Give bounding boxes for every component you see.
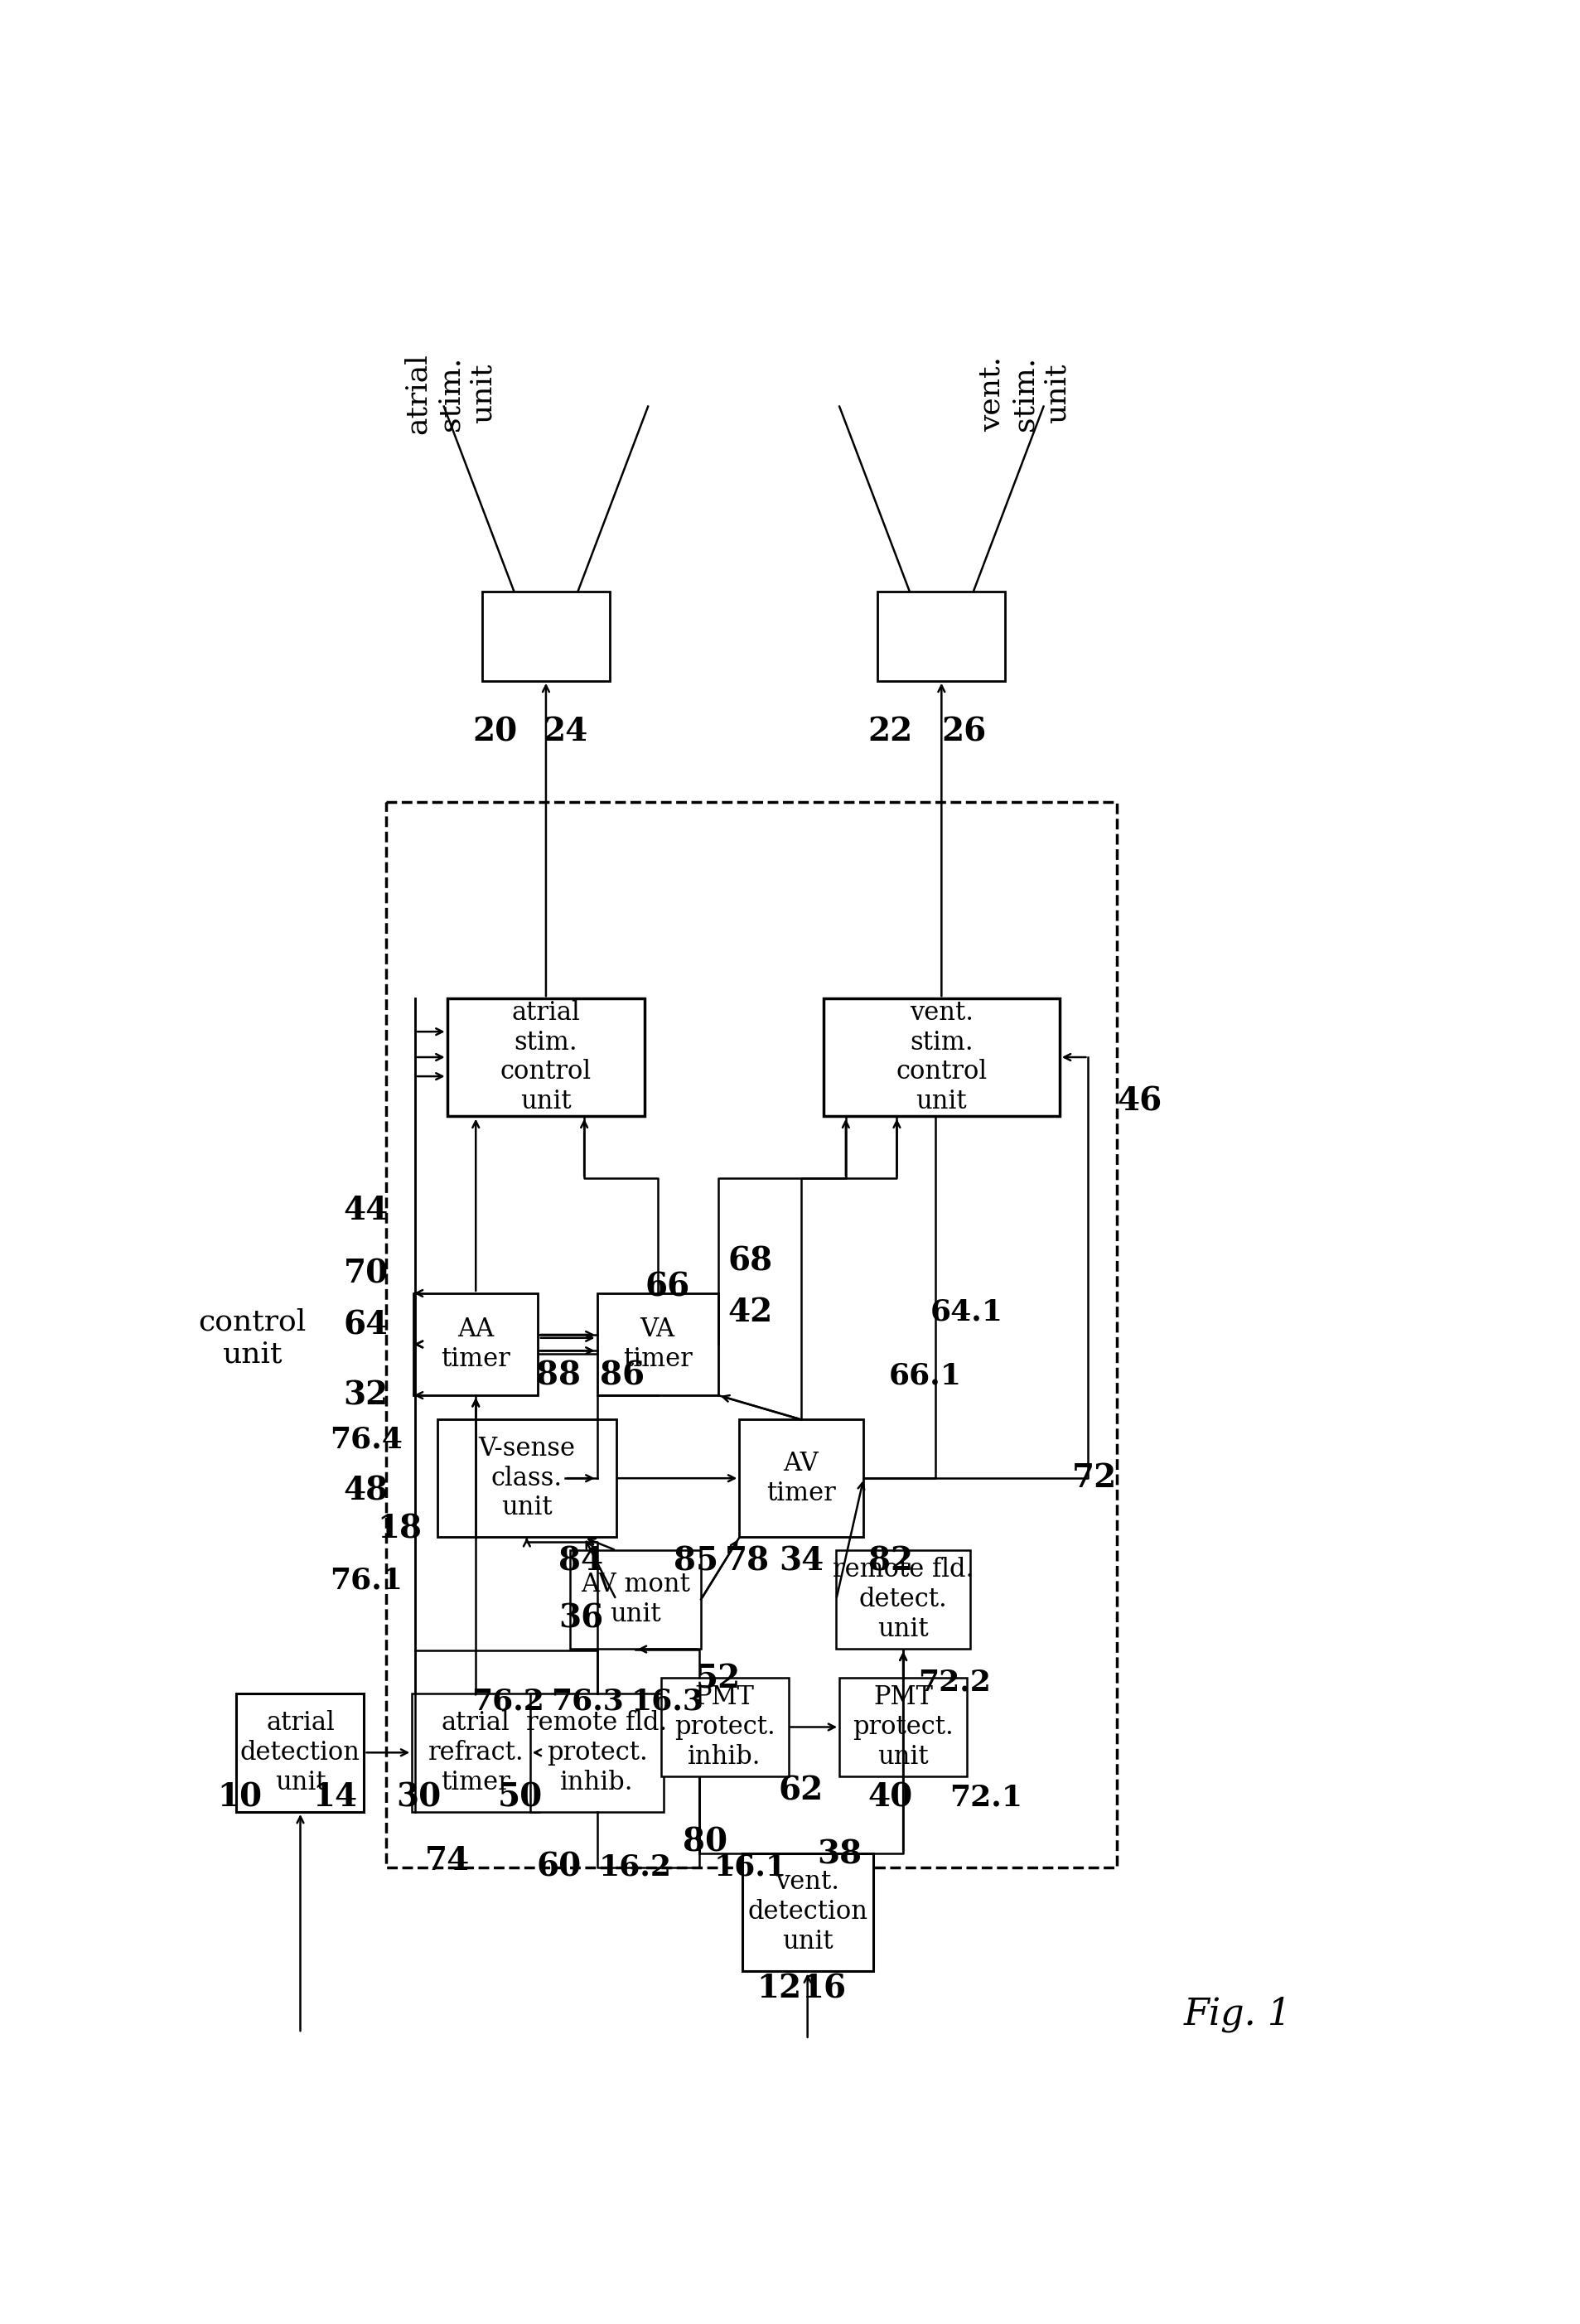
Text: 64.1: 64.1: [931, 1299, 1003, 1327]
Bar: [414, 1292, 537, 1394]
Text: 16: 16: [801, 1973, 845, 2003]
Text: VA
timer: VA timer: [623, 1318, 692, 1371]
Text: 66: 66: [645, 1271, 689, 1301]
Text: 76.3: 76.3: [551, 1687, 624, 1715]
Text: vent.
stim.
unit: vent. stim. unit: [978, 356, 1071, 432]
Text: 78: 78: [725, 1545, 769, 1578]
Bar: [823, 999, 1060, 1116]
Bar: [438, 1420, 616, 1536]
Text: atrial
refract.
timer: atrial refract. timer: [428, 1710, 523, 1794]
Text: vent.
detection
unit: vent. detection unit: [747, 1868, 867, 1954]
Text: 64: 64: [343, 1308, 389, 1341]
Text: 26: 26: [942, 716, 986, 748]
Text: remote fld.
detect.
unit: remote fld. detect. unit: [833, 1557, 973, 1643]
Text: 38: 38: [817, 1838, 861, 1871]
Text: AV
timer: AV timer: [766, 1450, 836, 1506]
Text: V-sense
class.
unit: V-sense class. unit: [479, 1436, 575, 1520]
Text: 68: 68: [728, 1246, 773, 1278]
Bar: [836, 1550, 970, 1650]
Text: 48: 48: [343, 1476, 389, 1506]
Bar: [839, 1678, 967, 1776]
Text: 44: 44: [343, 1195, 389, 1227]
Bar: [570, 1550, 700, 1650]
Text: 72: 72: [1073, 1462, 1117, 1494]
Text: 50: 50: [498, 1783, 544, 1813]
Text: 22: 22: [867, 716, 913, 748]
Text: 72.1: 72.1: [950, 1783, 1022, 1810]
Text: 88: 88: [536, 1360, 581, 1392]
Text: atrial
stim.
unit: atrial stim. unit: [403, 353, 498, 435]
Text: 85: 85: [673, 1545, 719, 1578]
Text: 12: 12: [757, 1973, 801, 2003]
Text: 46: 46: [1117, 1085, 1161, 1118]
Text: 42: 42: [728, 1297, 773, 1327]
Text: 62: 62: [779, 1776, 823, 1806]
Text: Fig. 1: Fig. 1: [1183, 1996, 1292, 2031]
Text: 70: 70: [343, 1257, 389, 1290]
Bar: [739, 1420, 863, 1536]
Bar: [878, 593, 1005, 681]
Text: 72.2: 72.2: [918, 1669, 991, 1697]
Bar: [597, 1292, 719, 1394]
Text: 86: 86: [600, 1360, 645, 1392]
Text: atrial
detection
unit: atrial detection unit: [240, 1710, 360, 1794]
Text: 16.3: 16.3: [630, 1687, 703, 1715]
Text: 16.1: 16.1: [714, 1852, 787, 1882]
Text: 60: 60: [536, 1852, 581, 1882]
Text: PMT
protect.
unit: PMT protect. unit: [853, 1685, 954, 1769]
Text: 40: 40: [867, 1783, 913, 1813]
Text: AA
timer: AA timer: [441, 1318, 510, 1371]
Bar: [412, 1694, 540, 1813]
Text: 10: 10: [218, 1783, 262, 1813]
Bar: [529, 1694, 664, 1813]
Text: vent.
stim.
control
unit: vent. stim. control unit: [896, 999, 988, 1116]
Text: AV mont
unit: AV mont unit: [580, 1571, 690, 1627]
Text: PMT
protect.
inhib.: PMT protect. inhib.: [675, 1685, 776, 1769]
Text: 18: 18: [378, 1513, 422, 1545]
Text: remote fld.
protect.
inhib.: remote fld. protect. inhib.: [526, 1710, 667, 1794]
Text: 66.1: 66.1: [890, 1362, 962, 1390]
Text: 74: 74: [425, 1845, 469, 1878]
Bar: [447, 999, 645, 1116]
Text: atrial
stim.
control
unit: atrial stim. control unit: [501, 999, 591, 1116]
Text: 84: 84: [559, 1545, 604, 1578]
Bar: [660, 1678, 788, 1776]
Text: 24: 24: [542, 716, 588, 748]
Bar: [237, 1694, 363, 1813]
Text: 76.2: 76.2: [471, 1687, 544, 1715]
Text: 16.2: 16.2: [599, 1852, 672, 1882]
Text: 32: 32: [343, 1380, 389, 1411]
Text: 14: 14: [313, 1783, 357, 1813]
Text: control
unit: control unit: [199, 1308, 307, 1369]
Bar: [387, 802, 1117, 1868]
Text: 30: 30: [397, 1783, 441, 1813]
Text: 82: 82: [867, 1545, 913, 1578]
Text: 20: 20: [472, 716, 517, 748]
Text: 76.4: 76.4: [330, 1427, 403, 1455]
Text: 76.1: 76.1: [330, 1566, 403, 1594]
Text: 36: 36: [559, 1604, 604, 1634]
Bar: [482, 593, 610, 681]
Text: 52: 52: [695, 1664, 741, 1694]
Text: 34: 34: [779, 1545, 823, 1578]
Bar: [743, 1852, 872, 1971]
Text: 80: 80: [683, 1827, 728, 1857]
